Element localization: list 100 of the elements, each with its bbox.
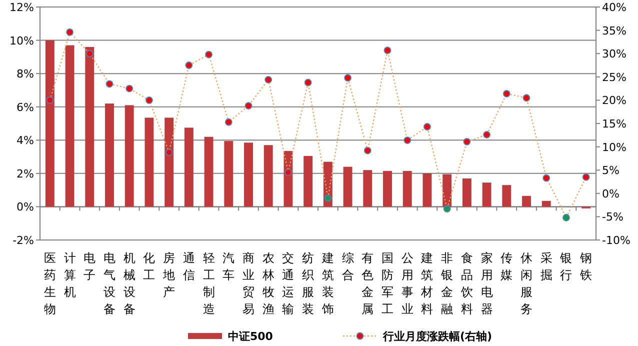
point [542,174,550,182]
bar [144,118,154,207]
point [562,214,570,222]
bar [264,145,273,207]
bar [482,182,492,207]
bar [65,45,74,207]
y2-tick-label: -5% [602,210,624,224]
x-tick-label: 建筑装饰 [320,251,334,316]
y2-tick-label: 15% [602,118,626,130]
x-tick-label: 商业贸易 [242,251,254,316]
point [304,78,312,86]
point [244,102,252,110]
y2-tick-label: 5% [602,164,620,178]
point [404,136,412,144]
y-tick-label: 0% [16,200,34,214]
x-tick-label: 公用事业 [401,251,414,316]
x-tick-label: 休闲服务 [520,251,532,316]
bar [343,166,352,207]
x-tick-label: 综合 [342,251,354,282]
bar [45,40,54,207]
point [344,74,352,82]
point [483,130,490,138]
x-tick-label: 国防军工 [382,251,394,316]
point [66,28,74,36]
y2-tick-label: 35% [602,24,626,38]
y-tick-label: -2% [12,234,34,247]
x-tick-label: 电子 [84,251,96,282]
bar [184,128,194,207]
y-tick-label: 12% [10,1,34,14]
bar [383,170,392,207]
point [424,123,431,130]
x-tick-label: 化工 [143,251,156,282]
x-tick-label: 纺织服装 [302,251,314,316]
y-tick-label: 10% [10,34,34,48]
bar [502,185,512,207]
bar [462,178,472,207]
bar [204,136,214,207]
point [324,194,332,202]
point [224,118,232,126]
x-tick-label: 农林牧渔 [261,251,274,316]
x-tick-label: 非银金融 [440,251,454,316]
point [443,205,451,212]
point [205,50,212,58]
y-tick-label: 6% [16,100,34,114]
x-tick-label: 传媒 [500,251,513,282]
bar [304,156,313,207]
bar [363,170,372,207]
point [185,62,193,69]
point [284,168,292,176]
x-tick-label: 计算机 [64,251,76,299]
y2-tick-label: 30% [602,48,626,61]
point [264,76,272,84]
bar [244,142,253,207]
bar [542,200,551,207]
x-tick-label: 采掘 [540,251,552,282]
point [582,173,590,181]
bar [164,118,174,207]
point [463,138,471,146]
bar [402,170,412,207]
x-tick-label: 房地产 [162,251,176,299]
y2-tick-label: 20% [602,94,626,108]
bar [85,46,94,207]
x-tick-label: 银行 [559,251,572,282]
x-tick-label: 家用电器 [480,251,493,316]
y-tick-label: 2% [16,167,34,180]
legend-label: 中证500 [228,330,274,343]
bar [105,104,114,207]
y-tick-label: 4% [16,134,34,148]
y2-tick-label: 25% [602,70,626,84]
x-tick-label: 通信 [182,251,195,282]
x-tick-label: 食品饮料 [460,251,473,316]
x-tick-label: 建筑材料 [420,251,434,316]
bar [422,173,432,207]
y2-tick-label: -10% [602,234,630,247]
x-tick-label: 医药生物 [44,251,56,316]
y2-tick-label: 0% [602,187,620,200]
bar [442,174,452,207]
y-tick-label: 8% [16,68,34,81]
point [165,148,173,156]
point [86,50,94,58]
point [126,84,134,92]
x-tick-label: 轻工制造 [202,251,215,316]
x-tick-label: 电气设备 [104,251,116,316]
point [364,146,372,154]
y2-tick-label: 10% [602,140,626,154]
point [502,90,510,98]
point [46,96,54,104]
x-tick-label: 钢铁 [579,251,592,282]
bar [522,196,531,207]
x-tick-label: 机械设备 [123,251,136,316]
legend-label: 行业月度涨跌幅(右轴) [382,330,492,343]
x-tick-label: 汽车 [222,251,235,282]
point [146,96,153,104]
x-tick-label: 交通运输 [282,251,294,316]
bar [124,105,134,207]
point [522,94,530,102]
y2-tick-label: 40% [602,1,626,14]
x-tick-label: 有色金属 [362,251,374,316]
point [384,46,392,54]
point [106,80,114,88]
